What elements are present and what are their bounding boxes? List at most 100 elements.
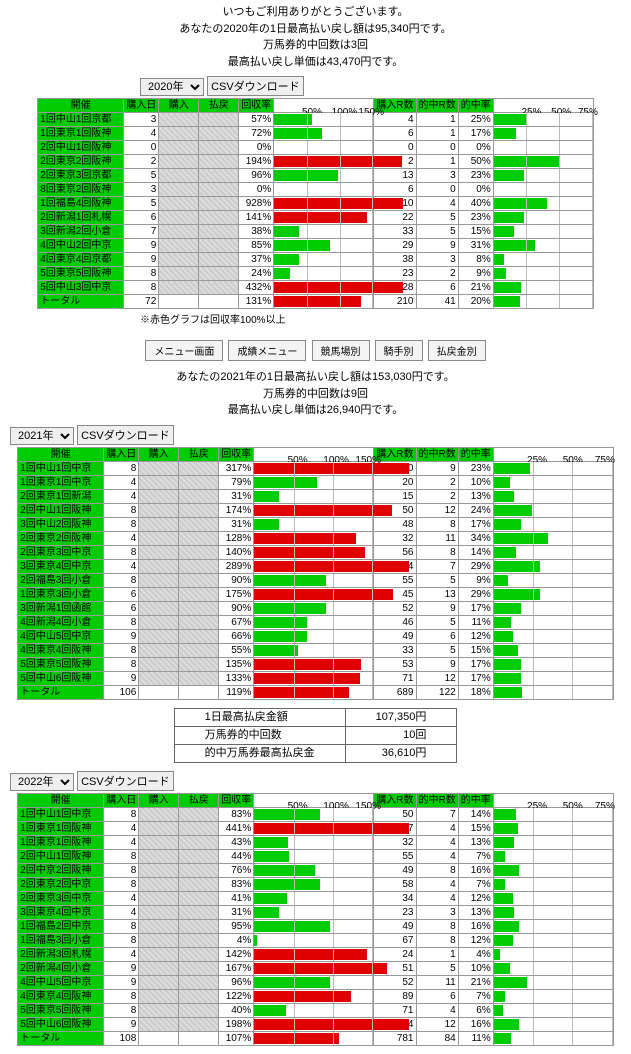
buy-cell	[159, 211, 199, 225]
tab-track[interactable]: 競馬場別	[312, 340, 370, 361]
hit-bar-cell	[493, 1031, 613, 1045]
tab-menu[interactable]: メニュー画面	[145, 340, 223, 361]
year-select-2022[interactable]: 2022年	[10, 773, 74, 791]
hit-r-cell: 5	[416, 225, 458, 239]
buy-cell	[139, 671, 179, 685]
rate-cell: 128%	[219, 531, 254, 545]
buy-cell	[159, 197, 199, 211]
manbaken: 万馬券的中回数は3回	[0, 37, 631, 54]
buy-cell	[139, 573, 179, 587]
hit-r-cell: 122	[416, 685, 458, 699]
hit-rate-cell: 17%	[458, 517, 493, 531]
days-cell: 3	[124, 113, 159, 127]
buy-cell	[139, 933, 179, 947]
hit-bar-cell	[493, 643, 613, 657]
hit-rate-cell: 34%	[458, 531, 493, 545]
table-row: 2回中山1回阪神844%5547%	[18, 849, 613, 863]
rate-cell: 0%	[239, 141, 274, 155]
payout-cell	[179, 685, 219, 699]
payout-cell	[179, 1031, 219, 1045]
tab-jockey[interactable]: 騎手別	[375, 340, 423, 361]
hit-r-cell: 41	[416, 295, 458, 309]
buy-cell	[139, 615, 179, 629]
payout-cell	[179, 615, 219, 629]
days-cell: 9	[104, 961, 139, 975]
hit-rate-cell: 0%	[458, 183, 493, 197]
days-cell: 8	[104, 503, 139, 517]
rate-cell: 122%	[219, 989, 254, 1003]
csv-button-2020[interactable]: CSVダウンロード	[207, 76, 304, 96]
rate-cell: 140%	[219, 545, 254, 559]
days-cell: 9	[104, 1017, 139, 1031]
rate-cell: 167%	[219, 961, 254, 975]
venue-cell: 5回中山6回阪神	[18, 1017, 104, 1031]
days-cell: 2	[124, 155, 159, 169]
buy-cell	[139, 503, 179, 517]
year-select-2021[interactable]: 2021年	[10, 427, 74, 445]
hit-rate-cell: 4%	[458, 947, 493, 961]
max-payout: あなたの2020年の1日最高払い戻し額は95,340円です。	[0, 21, 631, 38]
days-cell: 4	[104, 559, 139, 573]
tab-bar: メニュー画面 成績メニュー 競馬場別 騎手別 払戻金別	[0, 336, 631, 365]
buy-r-cell: 210	[374, 295, 416, 309]
hit-rate-cell: 13%	[458, 905, 493, 919]
rate-bar-cell	[254, 961, 374, 975]
rate-cell: 44%	[219, 849, 254, 863]
hit-r-cell: 5	[416, 615, 458, 629]
hit-bar-cell	[493, 807, 613, 821]
table-row: 4回中山5回中京996%521121%	[18, 975, 613, 989]
buy-r-cell: 52	[374, 601, 416, 615]
rate-cell: 194%	[239, 155, 274, 169]
days-cell: 108	[104, 1031, 139, 1045]
venue-cell: トータル	[38, 295, 124, 309]
payout-cell	[179, 961, 219, 975]
hit-r-cell: 9	[416, 657, 458, 671]
venue-cell: 5回東京5回阪神	[18, 1003, 104, 1017]
csv-button-2021[interactable]: CSVダウンロード	[77, 425, 174, 445]
venue-cell: 1回東京1回阪神	[38, 127, 124, 141]
buy-r-cell: 6	[374, 127, 416, 141]
buy-r-cell: 89	[374, 989, 416, 1003]
rate-cell: 119%	[219, 685, 254, 699]
buy-r-cell: 49	[374, 863, 416, 877]
days-cell: 4	[104, 891, 139, 905]
table-row: 3回中山2回阪神831%48817%	[18, 517, 613, 531]
venue-cell: 2回東京3回中京	[18, 891, 104, 905]
days-cell: 9	[124, 253, 159, 267]
tab-results[interactable]: 成績メニュー	[228, 340, 306, 361]
tab-payout[interactable]: 払戻金別	[428, 340, 486, 361]
days-cell: 8	[104, 1003, 139, 1017]
hit-rate-cell: 23%	[458, 461, 493, 475]
buy-r-cell: 33	[374, 643, 416, 657]
hit-rate-cell: 9%	[458, 573, 493, 587]
hit-r-cell: 8	[416, 919, 458, 933]
payout-cell	[179, 629, 219, 643]
buy-r-cell: 53	[374, 657, 416, 671]
payout-cell	[199, 197, 239, 211]
rate-cell: 131%	[239, 295, 274, 309]
rate-cell: 83%	[219, 807, 254, 821]
table-row: 5回中山6回阪神9198%741216%	[18, 1017, 613, 1031]
rate-cell: 928%	[239, 197, 274, 211]
rate-cell: 95%	[219, 919, 254, 933]
buy-cell	[159, 141, 199, 155]
hit-bar-cell	[493, 1003, 613, 1017]
rate-bar-cell	[254, 905, 374, 919]
csv-button-2022[interactable]: CSVダウンロード	[77, 771, 174, 791]
hit-bar-cell	[493, 863, 613, 877]
venue-cell: 5回東京5回阪神	[18, 657, 104, 671]
table-row: 1回東京1回阪神4441%27415%	[18, 821, 613, 835]
year-select-2020[interactable]: 2020年	[140, 78, 204, 96]
buy-cell	[159, 155, 199, 169]
hit-rate-cell: 7%	[458, 877, 493, 891]
venue-cell: 2回東京2回阪神	[18, 531, 104, 545]
days-cell: 72	[124, 295, 159, 309]
rate-cell: 175%	[219, 587, 254, 601]
rate-cell: 90%	[219, 601, 254, 615]
rate-bar-cell	[274, 295, 374, 309]
buy-cell	[139, 835, 179, 849]
buy-r-cell: 689	[374, 685, 416, 699]
venue-cell: トータル	[18, 1031, 104, 1045]
venue-cell: 4回東京4回京都	[38, 253, 124, 267]
buy-cell	[159, 225, 199, 239]
